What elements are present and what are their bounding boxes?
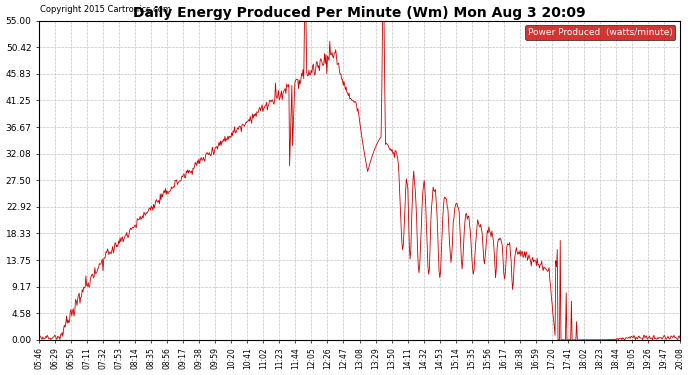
Text: Copyright 2015 Cartronics.com: Copyright 2015 Cartronics.com	[40, 5, 170, 14]
Title: Daily Energy Produced Per Minute (Wm) Mon Aug 3 20:09: Daily Energy Produced Per Minute (Wm) Mo…	[133, 6, 586, 20]
Legend: Power Produced  (watts/minute): Power Produced (watts/minute)	[525, 25, 676, 40]
